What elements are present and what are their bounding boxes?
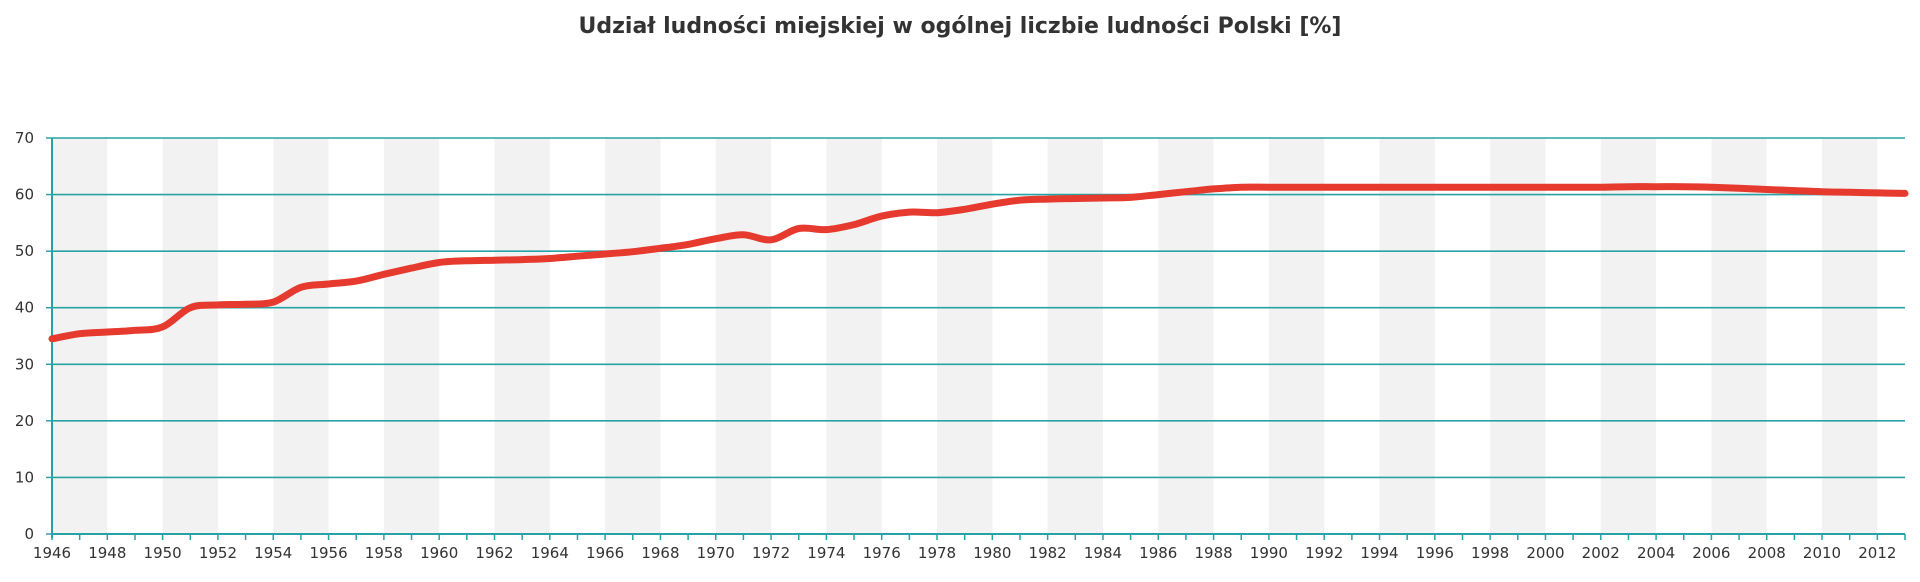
- x-tick-label: 1982: [1029, 544, 1067, 562]
- y-tick-label: 60: [15, 186, 34, 204]
- y-tick-label: 20: [15, 412, 34, 430]
- x-tick-label: 2002: [1582, 544, 1620, 562]
- background-band: [383, 138, 440, 534]
- alternating-bands: [52, 138, 1878, 534]
- x-tick-label: 1950: [144, 544, 182, 562]
- background-band: [273, 138, 329, 534]
- y-tick-label: 70: [15, 129, 34, 147]
- x-tick-label: 1986: [1139, 544, 1177, 562]
- background-band: [1158, 138, 1214, 534]
- x-tick-label: 1962: [475, 544, 513, 562]
- y-tick-label: 30: [15, 355, 34, 373]
- x-tick-label: 1976: [863, 544, 901, 562]
- x-tick-label: 2004: [1637, 544, 1675, 562]
- x-tick-label: 1984: [1084, 544, 1122, 562]
- x-tick-label: 1952: [199, 544, 237, 562]
- x-tick-label: 1992: [1305, 544, 1343, 562]
- x-tick-label: 1994: [1360, 544, 1398, 562]
- background-band: [1711, 138, 1767, 534]
- x-tick-label: 1996: [1416, 544, 1454, 562]
- x-tick-label: 1990: [1250, 544, 1288, 562]
- x-tick-labels: 1946 1948 1950 1952 1954 1956 1958 1960 1962 1964…: [33, 544, 1897, 562]
- y-tick-label: 0: [24, 525, 34, 543]
- x-tick-label: 1998: [1471, 544, 1509, 562]
- x-tick-label: 1966: [586, 544, 624, 562]
- x-tick-label: 1946: [33, 544, 71, 562]
- y-tick-label: 50: [15, 242, 34, 260]
- x-tick-label: 1970: [697, 544, 735, 562]
- background-band: [826, 138, 882, 534]
- x-tick-label: 1972: [752, 544, 790, 562]
- x-tick-label: 1958: [365, 544, 403, 562]
- y-tick-label: 10: [15, 468, 34, 486]
- x-tick-label: 1968: [641, 544, 679, 562]
- x-tick-label: 1948: [88, 544, 126, 562]
- background-band: [1268, 138, 1325, 534]
- x-tick-label: 1956: [309, 544, 347, 562]
- background-band: [605, 138, 661, 534]
- y-tick-label: 40: [15, 299, 34, 317]
- x-tick-label: 1954: [254, 544, 292, 562]
- x-tick-label: 1974: [807, 544, 845, 562]
- x-tick-label: 1978: [918, 544, 956, 562]
- background-band: [715, 138, 772, 534]
- background-band: [162, 138, 218, 534]
- x-tick-label: 2008: [1748, 544, 1786, 562]
- series-line: [48, 183, 1909, 343]
- y-tick-labels: 0 10 20 30 40 50 60 70: [15, 129, 34, 543]
- background-band: [1047, 138, 1103, 534]
- series-layer: [48, 183, 1909, 343]
- x-tick-label: 2010: [1803, 544, 1841, 562]
- background-band: [494, 138, 550, 534]
- background-band: [1490, 138, 1546, 534]
- x-tick-label: 2006: [1692, 544, 1730, 562]
- background-band: [1600, 138, 1657, 534]
- x-tick-label: 1980: [973, 544, 1011, 562]
- x-tick-label: 1988: [1194, 544, 1232, 562]
- background-band: [1379, 138, 1435, 534]
- x-tick-label: 1964: [531, 544, 569, 562]
- background-band: [1822, 138, 1878, 534]
- x-tick-label: 2012: [1858, 544, 1896, 562]
- x-tick-label: 2000: [1526, 544, 1564, 562]
- chart-title: Udział ludności miejskiej w ogólnej licz…: [578, 14, 1342, 39]
- x-tick-label: 1960: [420, 544, 458, 562]
- background-band: [937, 138, 993, 534]
